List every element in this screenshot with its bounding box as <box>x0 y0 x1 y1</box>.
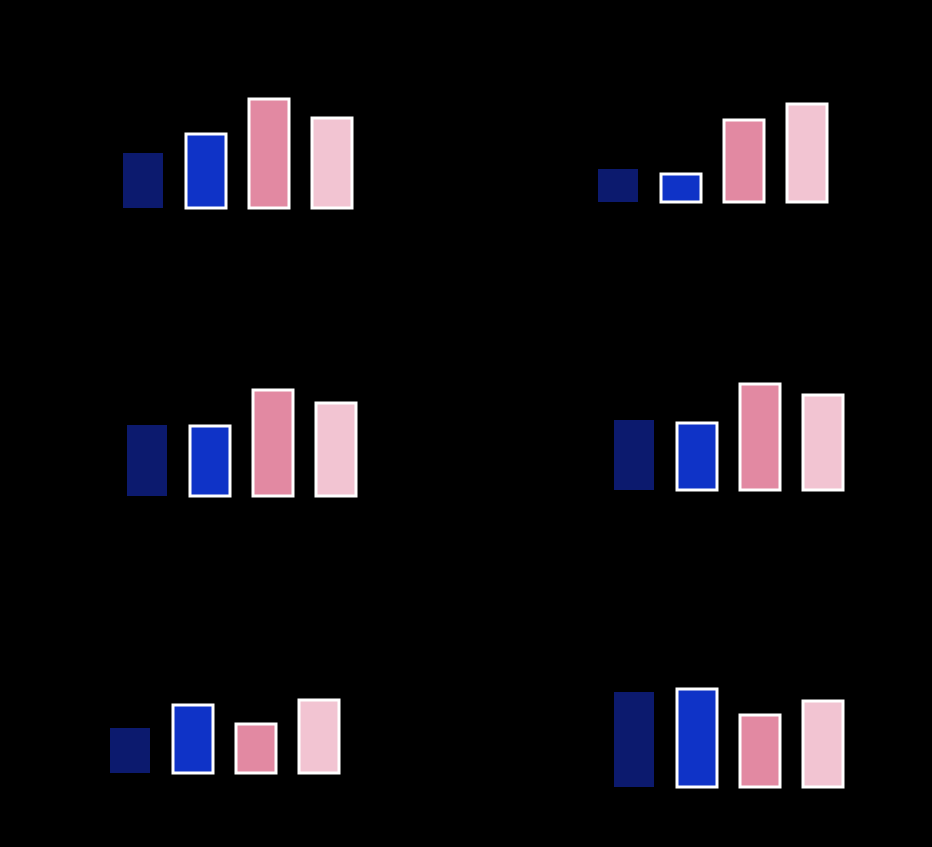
bar <box>614 692 654 787</box>
bar <box>738 382 782 492</box>
bar <box>785 102 829 204</box>
bar <box>738 713 782 789</box>
bar <box>675 421 719 492</box>
bar <box>659 172 703 204</box>
bar <box>801 393 845 492</box>
bar <box>675 687 719 789</box>
bar <box>247 97 291 210</box>
bar <box>188 424 232 498</box>
bar <box>127 425 167 496</box>
bar <box>722 118 766 204</box>
bar <box>598 169 638 202</box>
bar <box>614 420 654 490</box>
bar <box>801 699 845 789</box>
bar <box>123 153 163 208</box>
bar <box>310 116 354 210</box>
bar <box>234 722 278 775</box>
bar <box>171 703 215 775</box>
bar <box>297 698 341 775</box>
bar <box>314 401 358 498</box>
bar <box>184 132 228 210</box>
bar <box>251 388 295 498</box>
bar <box>110 728 150 773</box>
